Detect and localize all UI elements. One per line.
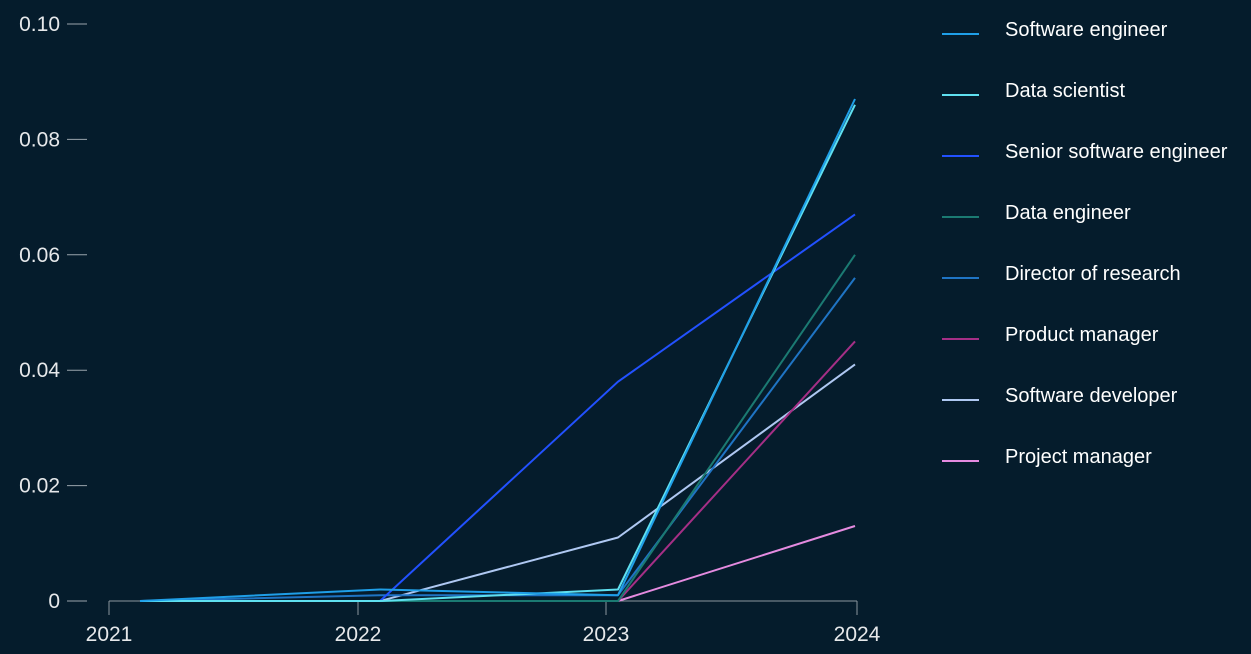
x-tick-label: 2022	[335, 623, 382, 646]
series-line-data-engineer	[140, 254, 856, 602]
legend-swatch	[942, 460, 979, 462]
legend-swatch	[942, 399, 979, 401]
legend-label: Product manager	[1005, 324, 1159, 346]
y-tick-label: 0.08	[19, 128, 60, 151]
legend-item: Director of research	[941, 258, 1247, 319]
legend-item: Senior software engineer	[941, 136, 1247, 197]
x-tick-label: 2024	[834, 623, 881, 646]
x-tick-label: 2021	[86, 623, 133, 646]
legend-item: Product manager	[941, 319, 1247, 380]
legend-label: Data engineer	[1005, 202, 1131, 224]
y-tick-label: 0.06	[19, 244, 60, 267]
series-lines	[139, 98, 856, 602]
legend-item: Project manager	[941, 441, 1247, 502]
legend-item: Data scientist	[941, 75, 1247, 136]
legend-swatch	[942, 155, 979, 157]
legend-label: Software developer	[1005, 385, 1178, 407]
y-tick-label: 0.04	[19, 359, 60, 382]
series-line-project-manager	[140, 525, 856, 602]
series-line-software-engineer	[139, 98, 856, 602]
legend-label: Director of research	[1005, 263, 1181, 285]
legend-swatch	[942, 33, 979, 35]
y-tick-label: 0.02	[19, 475, 60, 498]
series-line-data-scientist	[140, 104, 856, 602]
series-line-senior-software-engineer	[140, 213, 856, 602]
y-tick-label: 0.10	[19, 13, 60, 36]
legend-swatch	[942, 94, 979, 96]
legend-item: Data engineer	[941, 197, 1247, 258]
legend-label: Software engineer	[1005, 19, 1168, 41]
legend-label: Project manager	[1005, 446, 1152, 468]
y-axis: 0 0.02 0.04 0.06 0.08 0.10	[19, 13, 87, 613]
legend-swatch	[942, 338, 979, 340]
series-line-product-manager	[140, 340, 856, 602]
legend-swatch	[942, 216, 979, 218]
legend-label: Senior software engineer	[1005, 141, 1228, 163]
legend-swatch	[942, 277, 979, 279]
legend-item: Software developer	[941, 380, 1247, 441]
x-tick-label: 2023	[583, 623, 630, 646]
legend-item: Software engineer	[941, 14, 1247, 75]
series-line-software-developer	[140, 363, 856, 602]
y-tick-label: 0	[48, 590, 60, 613]
legend-label: Data scientist	[1005, 80, 1126, 102]
x-axis: 2021 2022 2023 2024	[86, 600, 881, 646]
line-chart: 0 0.02 0.04 0.06 0.08 0.10 2021 2022 2023 2024	[19, 13, 881, 646]
legend: Software engineer Data scientist Senior so…	[941, 14, 1247, 502]
